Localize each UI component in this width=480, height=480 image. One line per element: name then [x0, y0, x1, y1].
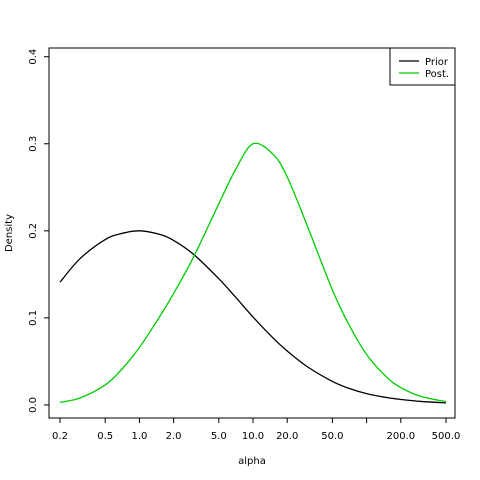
x-tick-label: 0.5 [97, 431, 113, 442]
legend-posterior-label: Post. [425, 69, 449, 80]
x-axis: 0.2 0.5 1.0 2.0 5.0 10.0 20.0 50.0 200.0 500.0 [52, 418, 460, 442]
y-tick-label: 0.4 [28, 49, 39, 65]
y-axis-label: Density [4, 214, 15, 252]
series-layer [59, 142, 447, 404]
series-line-prior [59, 230, 447, 404]
legend-prior-label: Prior [425, 57, 449, 68]
x-axis-label: alpha [238, 456, 266, 467]
x-tick-label: 2.0 [166, 431, 182, 442]
y-tick-label: 0.2 [28, 223, 39, 239]
y-axis: 0.0 0.1 0.2 0.3 0.4 [28, 49, 49, 413]
x-tick-label: 5.0 [211, 431, 227, 442]
x-tick-label: 50.0 [321, 431, 343, 442]
y-tick-label: 0.3 [28, 136, 39, 152]
series-line-post [59, 142, 447, 403]
x-tick-label: 1.0 [131, 431, 147, 442]
legend-box [389, 47, 456, 86]
y-tick-label: 0.1 [28, 310, 39, 326]
y-tick-label: 0.0 [28, 397, 39, 413]
x-tick-label: 500.0 [432, 431, 461, 442]
plot-frame [48, 47, 456, 419]
x-tick-label: 10.0 [242, 431, 264, 442]
x-tick-label: 0.2 [52, 431, 68, 442]
legend: Prior Post. [389, 47, 456, 86]
x-tick-label: 20.0 [276, 431, 298, 442]
x-tick-label: 200.0 [386, 431, 415, 442]
